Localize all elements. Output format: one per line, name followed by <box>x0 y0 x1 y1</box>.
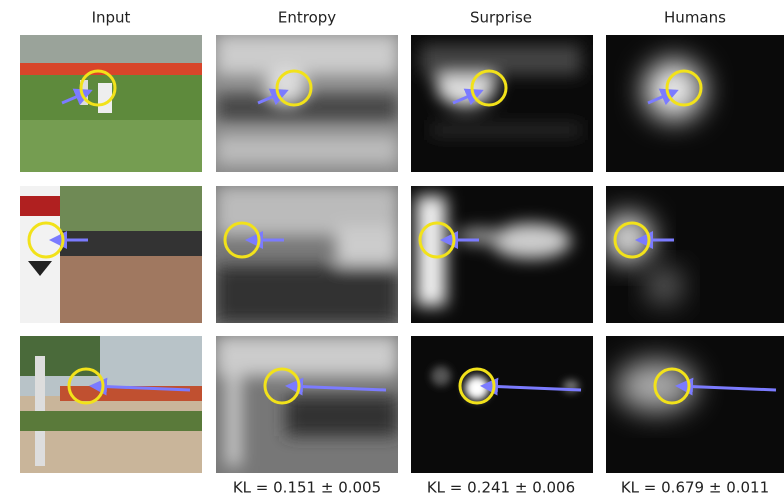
kl-score: KL = 0.151 ± 0.005 <box>233 479 381 497</box>
human-map <box>604 186 784 323</box>
entropy-map <box>216 186 398 323</box>
input-image <box>20 186 202 323</box>
surprise-map <box>411 35 593 172</box>
surprise-map <box>411 336 593 473</box>
column-header: Entropy <box>278 9 336 27</box>
input-image <box>20 35 202 172</box>
human-map <box>606 336 784 473</box>
entropy-map <box>216 35 398 172</box>
kl-score: KL = 0.241 ± 0.006 <box>427 479 575 497</box>
figure: Input Entropy Surprise Humans <box>0 0 784 497</box>
input-image <box>20 336 202 473</box>
kl-score: KL = 0.679 ± 0.011 <box>621 479 769 497</box>
column-header: Surprise <box>470 9 532 27</box>
entropy-map <box>216 336 398 473</box>
column-header: Humans <box>664 9 726 27</box>
surprise-map <box>411 186 593 323</box>
human-map <box>606 35 784 172</box>
column-header: Input <box>92 9 131 27</box>
